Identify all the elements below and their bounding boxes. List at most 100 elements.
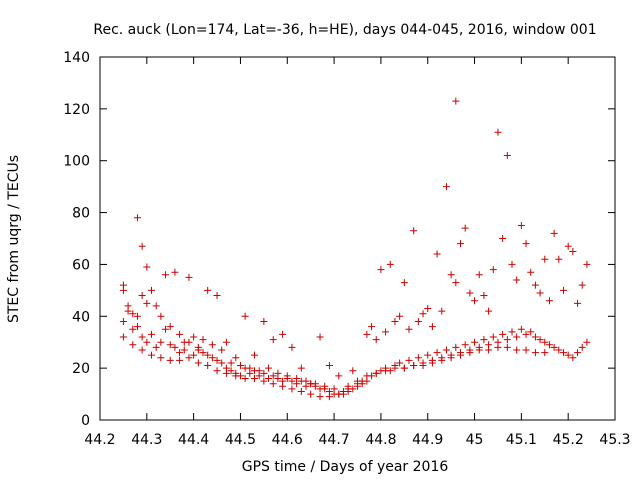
data-point xyxy=(138,346,146,354)
data-point xyxy=(414,354,422,362)
data-point xyxy=(152,343,160,351)
data-point xyxy=(148,330,155,338)
data-point xyxy=(133,323,141,331)
data-point xyxy=(405,356,413,364)
data-point xyxy=(452,343,460,351)
scatter-marks xyxy=(119,97,591,401)
data-point xyxy=(297,387,305,395)
x-tick-label: 45.2 xyxy=(553,432,584,448)
x-tick-label: 45.1 xyxy=(506,432,537,448)
x-tick-label: 45 xyxy=(466,432,484,448)
data-point xyxy=(419,310,427,318)
data-point xyxy=(513,276,521,284)
data-point xyxy=(208,341,216,349)
data-point xyxy=(218,346,226,354)
data-point xyxy=(251,375,258,383)
data-point xyxy=(138,333,146,341)
data-point xyxy=(133,214,141,222)
data-point xyxy=(129,325,137,333)
data-point xyxy=(438,307,446,315)
data-point xyxy=(578,281,586,289)
data-point xyxy=(241,375,249,383)
data-point xyxy=(251,367,258,375)
data-point xyxy=(471,338,479,346)
data-point xyxy=(522,346,530,354)
data-point xyxy=(199,349,207,357)
x-tick-label: 44.9 xyxy=(412,432,443,448)
data-point xyxy=(157,312,165,320)
data-point xyxy=(232,354,240,362)
data-point xyxy=(405,325,413,333)
x-tick-label: 44.3 xyxy=(131,432,162,448)
data-point xyxy=(541,255,549,263)
data-point xyxy=(555,346,563,354)
data-point xyxy=(452,279,460,287)
data-point xyxy=(564,351,572,359)
data-point xyxy=(433,349,441,357)
x-tick-label: 44.8 xyxy=(365,432,396,448)
data-point xyxy=(138,242,146,250)
data-point xyxy=(311,382,319,390)
data-point xyxy=(363,372,371,380)
data-point xyxy=(124,302,132,310)
data-point xyxy=(119,317,127,325)
data-point xyxy=(424,351,432,359)
data-point xyxy=(560,286,567,294)
data-point xyxy=(213,367,221,375)
data-point xyxy=(569,247,577,255)
data-point xyxy=(457,351,464,359)
data-point xyxy=(260,377,268,385)
data-point xyxy=(316,333,324,341)
data-point xyxy=(325,362,333,370)
data-point xyxy=(297,377,305,385)
x-tick-label: 45.3 xyxy=(599,432,630,448)
data-point xyxy=(583,338,591,346)
data-point xyxy=(138,292,146,300)
data-point xyxy=(368,323,376,331)
x-tick-label: 44.6 xyxy=(272,432,303,448)
data-point xyxy=(494,128,502,136)
data-point xyxy=(293,380,301,388)
data-point xyxy=(508,328,516,336)
data-point xyxy=(274,375,282,383)
y-tick-label: 140 xyxy=(63,50,90,66)
data-point xyxy=(466,349,474,357)
data-point xyxy=(194,346,202,354)
x-tick-label: 44.2 xyxy=(84,432,115,448)
data-point xyxy=(545,341,553,349)
data-point xyxy=(461,341,469,349)
data-point xyxy=(204,351,212,359)
data-point xyxy=(166,356,174,364)
data-point xyxy=(400,279,408,287)
data-point xyxy=(269,336,277,344)
data-point xyxy=(550,343,558,351)
data-point xyxy=(475,346,483,354)
data-point xyxy=(480,336,488,344)
data-point xyxy=(428,323,436,331)
data-point xyxy=(208,354,216,362)
data-point xyxy=(349,367,357,375)
data-point xyxy=(517,222,525,230)
data-point xyxy=(461,224,469,232)
data-point xyxy=(555,255,563,263)
data-point xyxy=(166,323,174,331)
data-point xyxy=(162,325,170,333)
data-point xyxy=(382,328,390,336)
data-point xyxy=(428,359,436,367)
y-tick-label: 20 xyxy=(72,361,90,377)
data-point xyxy=(321,385,329,393)
data-point xyxy=(452,97,460,105)
data-point xyxy=(400,364,408,372)
y-tick-label: 100 xyxy=(63,154,90,170)
data-point xyxy=(578,343,586,351)
data-point xyxy=(574,349,582,357)
data-point xyxy=(325,393,333,401)
data-point xyxy=(522,240,530,248)
y-tick-label: 120 xyxy=(63,102,90,118)
plot-border xyxy=(99,56,616,421)
data-point xyxy=(480,292,488,300)
data-point xyxy=(442,346,450,354)
data-point xyxy=(386,260,394,268)
data-point xyxy=(255,372,263,380)
data-point xyxy=(246,369,254,377)
